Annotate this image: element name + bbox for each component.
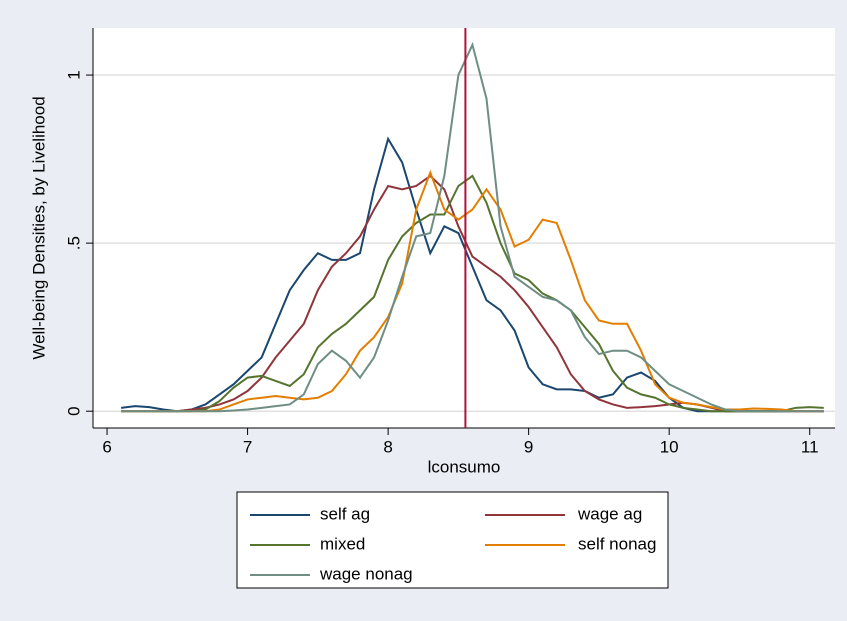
legend-box: [236, 491, 669, 589]
series-line: [121, 169, 824, 413]
x-tick-label: 9: [524, 437, 533, 456]
series-line: [121, 174, 824, 413]
legend-label: wage ag: [577, 504, 642, 523]
x-tick-label: 6: [102, 437, 111, 456]
x-tick-label: 7: [243, 437, 252, 456]
y-tick-label: 0: [64, 406, 83, 415]
x-axis-label: lconsumo: [428, 457, 501, 476]
legend-label: wage nonag: [319, 564, 413, 583]
series-line: [121, 41, 824, 413]
y-tick-label: .5: [64, 236, 83, 250]
legend-label: self nonag: [578, 534, 656, 553]
x-tick-label: 11: [801, 437, 819, 456]
legend-label: self ag: [320, 504, 370, 523]
legend-label: mixed: [320, 534, 365, 553]
x-tick-label: 10: [660, 437, 679, 456]
y-axis-label: Well-being Densities, by Livelihood: [29, 96, 48, 359]
x-tick-label: 8: [383, 437, 392, 456]
plot-area: [93, 28, 835, 428]
y-tick-label: 1: [64, 70, 83, 79]
